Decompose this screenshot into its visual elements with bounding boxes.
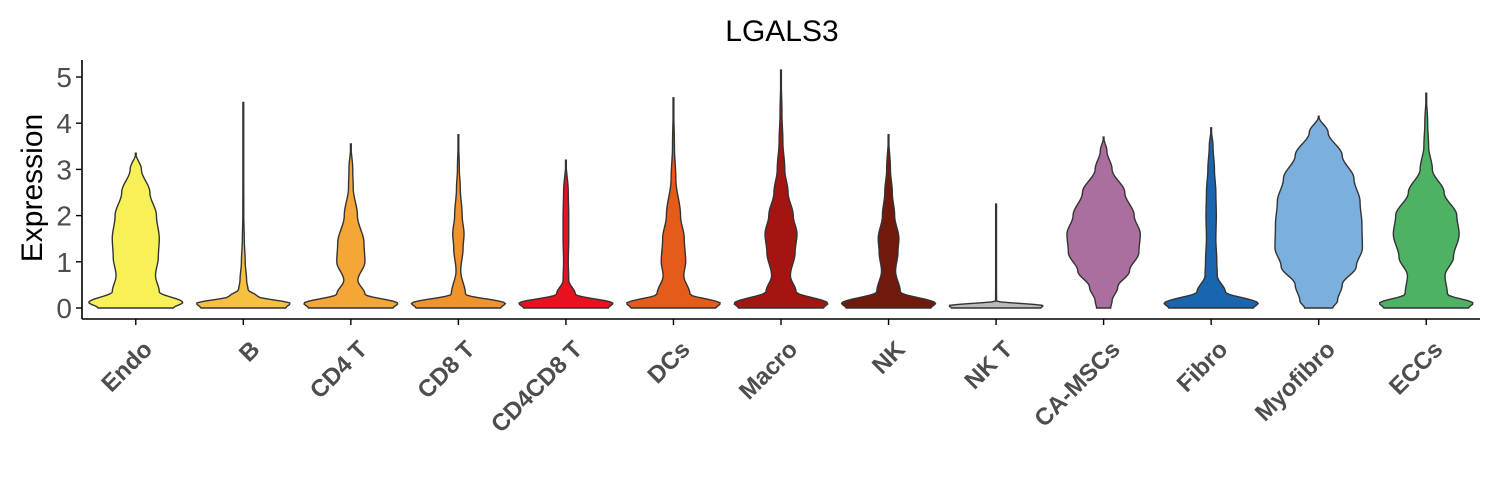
x-tick-label: CA-MSCs <box>1029 336 1125 432</box>
y-axis: 0 1 2 3 4 5 <box>56 60 83 324</box>
y-tick-label: 3 <box>56 154 72 185</box>
x-tick-label: Fibro <box>1172 336 1234 398</box>
x-tick-label: Myofibro <box>1250 336 1341 427</box>
violin-cd8-t <box>410 134 507 309</box>
x-tick-label: ECCs <box>1384 336 1448 400</box>
violin-fibro <box>1163 127 1260 309</box>
violin-cd4cd8-t <box>518 159 614 309</box>
y-tick-label: 2 <box>56 201 72 232</box>
x-tick-label: NK <box>867 336 911 380</box>
violin-dcs <box>626 97 721 309</box>
y-tick-label: 1 <box>56 247 72 278</box>
x-tick-label: NK T <box>960 336 1019 395</box>
y-tick-label: 5 <box>56 62 72 93</box>
violin-endo <box>88 152 184 309</box>
y-tick-label: 0 <box>56 293 72 324</box>
violin-ca-mscs <box>1066 136 1141 309</box>
x-tick-label: Endo <box>96 336 158 398</box>
x-tick-label: CD8 T <box>412 336 480 404</box>
chart-title: LGALS3 <box>725 15 838 48</box>
violins-group <box>88 69 1474 309</box>
x-tick-label: DCs <box>643 336 696 389</box>
x-axis: Endo B CD4 T CD8 T CD4CD8 T DCs Macro NK NK T CA-… <box>82 318 1480 438</box>
x-tick-label: CD4CD8 T <box>486 336 588 438</box>
violin-eccs <box>1378 92 1474 309</box>
x-tick-label: Macro <box>734 336 803 405</box>
violin-myofibro <box>1274 115 1364 309</box>
violin-macro <box>733 69 829 309</box>
violin-nk <box>840 134 937 309</box>
violin-nk-t <box>948 203 1044 309</box>
y-axis-label: Expression <box>16 114 49 262</box>
y-tick-label: 4 <box>56 108 72 139</box>
violin-cd4-t <box>303 143 399 309</box>
violin-b <box>196 101 291 309</box>
x-tick-label: B <box>234 336 265 367</box>
x-tick-label: CD4 T <box>305 336 373 404</box>
